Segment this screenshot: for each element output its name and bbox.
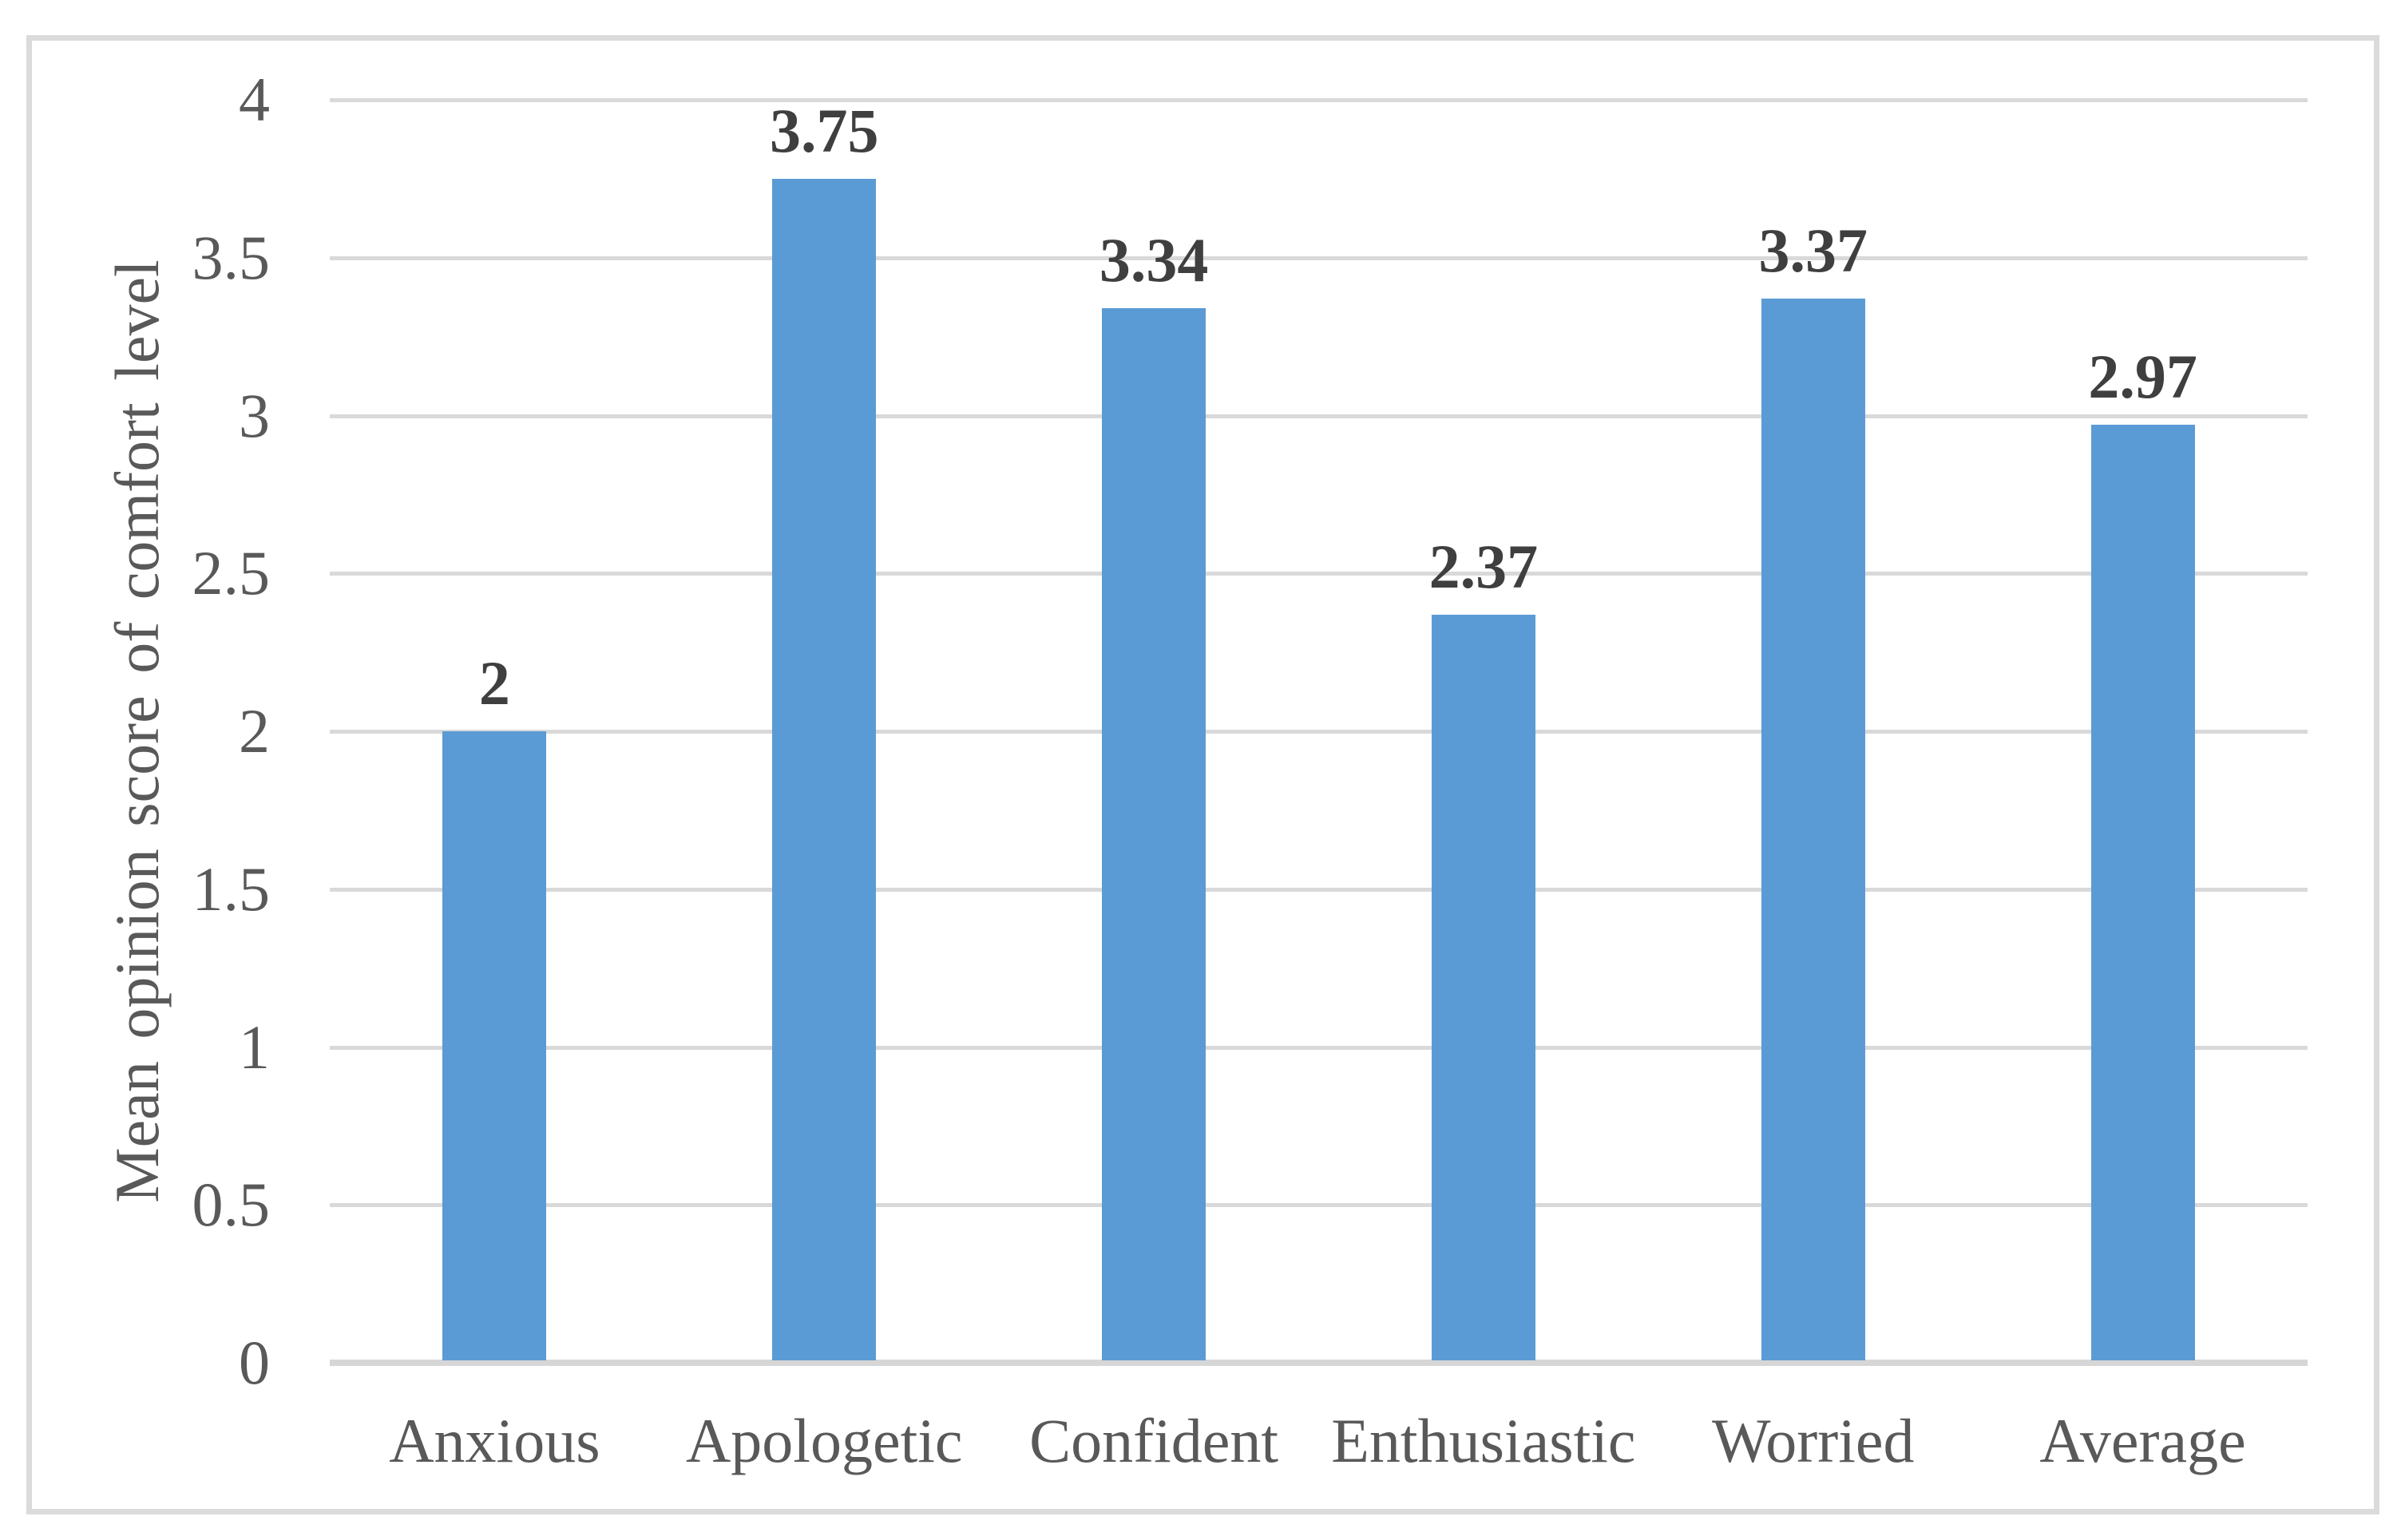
y-tick-label: 2.5 bbox=[192, 538, 271, 608]
x-category-label: Anxious bbox=[389, 1406, 600, 1475]
bar-value-label: 3.37 bbox=[1758, 216, 1868, 286]
gridline bbox=[330, 98, 2308, 102]
y-tick-label: 3.5 bbox=[192, 222, 271, 292]
bar-value-label: 2.97 bbox=[2088, 342, 2197, 412]
bar-confident bbox=[1102, 308, 1206, 1360]
x-axis-line bbox=[330, 1360, 2308, 1366]
gridline bbox=[330, 572, 2308, 576]
bar-value-label: 3.75 bbox=[770, 95, 879, 165]
x-category-label: Enthusiastic bbox=[1331, 1406, 1636, 1475]
x-category-label: Confident bbox=[1029, 1406, 1279, 1475]
bar-average bbox=[2090, 425, 2195, 1360]
x-category-label: Worried bbox=[1711, 1406, 1915, 1475]
y-tick-label: 2 bbox=[239, 696, 270, 766]
bar-anxious bbox=[442, 731, 547, 1360]
y-tick-label: 1.5 bbox=[192, 853, 271, 924]
y-tick-label: 4 bbox=[239, 65, 270, 134]
gridline bbox=[330, 414, 2308, 418]
bar-value-label: 3.34 bbox=[1099, 225, 1209, 295]
bar-enthusiastic bbox=[1431, 614, 1535, 1360]
x-category-label: Average bbox=[2039, 1406, 2246, 1475]
x-category-label: Apologetic bbox=[685, 1406, 963, 1475]
gridline bbox=[330, 887, 2308, 892]
gridline bbox=[330, 730, 2308, 734]
y-tick-label: 1 bbox=[239, 1011, 270, 1082]
gridline bbox=[330, 1203, 2308, 1208]
bar-worried bbox=[1761, 299, 1865, 1360]
y-tick-label: 0.5 bbox=[192, 1170, 271, 1240]
y-tick-label: 0 bbox=[239, 1328, 270, 1397]
bar-value-label: 2 bbox=[478, 648, 510, 718]
y-tick-label: 3 bbox=[239, 380, 270, 450]
bar-value-label: 2.37 bbox=[1428, 531, 1539, 601]
gridline bbox=[330, 1045, 2308, 1050]
gridline bbox=[330, 255, 2308, 260]
bar-apologetic bbox=[772, 178, 877, 1360]
